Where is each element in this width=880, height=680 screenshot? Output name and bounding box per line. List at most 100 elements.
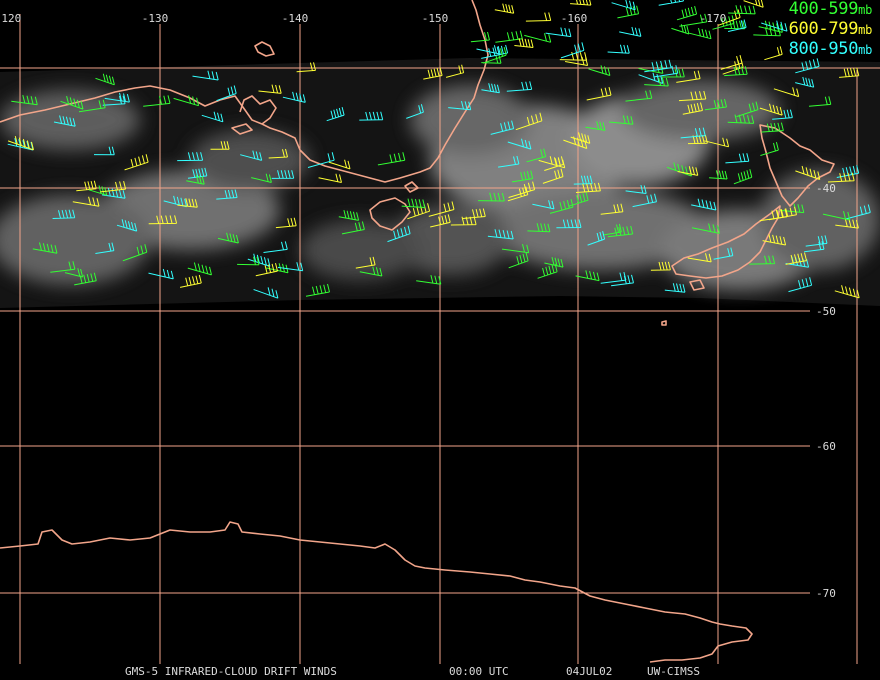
caption-product: GMS-5 INFRARED-CLOUD DRIFT WINDS	[125, 665, 337, 678]
wind-barb-113	[632, 193, 657, 208]
wind-barb-29	[305, 283, 330, 297]
wind-barb-167	[478, 192, 505, 202]
wind-barb-14	[779, 203, 805, 214]
coast-island-north	[254, 41, 275, 57]
legend-range: 800-950	[788, 39, 859, 59]
wind-barb-65	[268, 148, 288, 159]
wind-barb-51	[603, 223, 622, 236]
wind-barb-142	[387, 225, 411, 243]
wind-barb-83	[722, 59, 744, 75]
wind-barb-7	[704, 137, 730, 148]
wind-barb-208	[483, 46, 507, 64]
wind-barb-144	[32, 242, 58, 254]
wind-barb-67	[53, 115, 76, 127]
wind-barb-45	[537, 263, 558, 279]
wind-barb-75	[122, 244, 148, 262]
wind-barbs	[7, 0, 871, 299]
wind-barb-152	[490, 120, 515, 135]
wind-barb-106	[76, 180, 97, 192]
wind-barb-118	[237, 256, 260, 266]
wind-barb-56	[102, 95, 126, 106]
wind-barb-108	[805, 235, 828, 247]
wind-barb-147	[568, 192, 589, 207]
wind-barb-63	[11, 94, 38, 106]
wind-barb-162	[709, 170, 728, 180]
wind-barb-59	[355, 256, 376, 269]
wind-barb-9	[328, 159, 351, 170]
wind-barb-122	[759, 103, 783, 116]
wind-barb-82	[318, 173, 342, 183]
wind-barb-194	[545, 27, 572, 38]
wind-barb-60	[507, 186, 529, 202]
longitude-labels: -120 -130 -140 -150 -160 -170	[0, 12, 726, 25]
legend-entry-600-799: 600-799mb	[788, 19, 873, 40]
wind-barb-165	[508, 181, 536, 198]
wind-barb-125	[501, 243, 530, 254]
wind-barb-81	[808, 96, 832, 107]
wind-barb-94	[609, 115, 634, 125]
wind-barb-146	[100, 180, 127, 193]
wind-barb-150	[834, 285, 860, 299]
wind-barb-192	[494, 3, 515, 14]
wind-barb-196	[525, 12, 552, 22]
lat-label-70: -70	[816, 587, 836, 600]
legend-unit: mb	[858, 23, 872, 37]
wind-barb-154	[532, 200, 555, 210]
wind-barb-201	[724, 66, 748, 77]
wind-barb-61	[78, 99, 106, 113]
wind-barb-158	[95, 73, 115, 86]
wind-barb-128	[487, 229, 514, 240]
wind-barb-26	[296, 62, 316, 73]
lat-label-60: -60	[816, 440, 836, 453]
wind-barb-189	[495, 30, 523, 43]
wind-barb-126	[401, 198, 426, 208]
wind-barb-155	[338, 209, 360, 221]
wind-barb-91	[187, 262, 212, 276]
wind-barb-80	[687, 253, 712, 263]
wind-barb-124	[50, 261, 76, 273]
wind-barb-166	[179, 274, 202, 288]
wind-barb-12	[527, 223, 551, 233]
wind-barb-205	[727, 19, 747, 32]
wind-barb-173	[676, 5, 698, 21]
lon-label-170: -170	[700, 12, 727, 25]
wind-barb-161	[544, 156, 564, 171]
wind-barb-179	[761, 20, 788, 32]
wind-barb-0	[563, 136, 588, 149]
wind-barb-70	[650, 261, 671, 271]
wind-barb-160	[52, 209, 76, 219]
wind-barb-58	[326, 106, 345, 122]
legend-range: 600-799	[788, 19, 859, 39]
lon-label-150: -150	[422, 12, 449, 25]
wind-barb-209	[671, 24, 690, 35]
wind-barb-133	[95, 242, 115, 254]
wind-barb-50	[835, 218, 859, 229]
wind-barb-1	[148, 268, 174, 280]
wind-barb-16	[163, 195, 188, 208]
wind-barb-148	[64, 268, 84, 278]
wind-barb-88	[727, 114, 755, 124]
wind-barb-52	[733, 169, 753, 185]
wind-barb-79	[515, 112, 543, 131]
wind-barb-199	[743, 0, 764, 8]
wind-barb-25	[687, 135, 708, 145]
wind-barb-164	[575, 182, 601, 193]
wind-barb-85	[359, 266, 383, 277]
wind-barb-86	[263, 241, 288, 253]
coast-nz-south	[671, 205, 781, 279]
wind-barb-24	[102, 187, 126, 199]
wind-barb-6	[836, 165, 860, 178]
wind-barb-46	[428, 201, 455, 217]
legend-entry-800-950: 800-950mb	[788, 39, 873, 60]
wind-barb-140	[804, 241, 825, 253]
wind-barb-99	[795, 58, 820, 74]
wind-barb-143	[498, 155, 520, 168]
coast-spencer-gulf	[239, 95, 277, 125]
coast-tasmania	[369, 197, 411, 231]
wind-barb-139	[736, 101, 759, 118]
coast-nz-north	[759, 124, 835, 207]
wind-barb-138	[177, 198, 198, 208]
wind-barb-37	[253, 287, 279, 299]
legend-unit: mb	[858, 3, 872, 17]
